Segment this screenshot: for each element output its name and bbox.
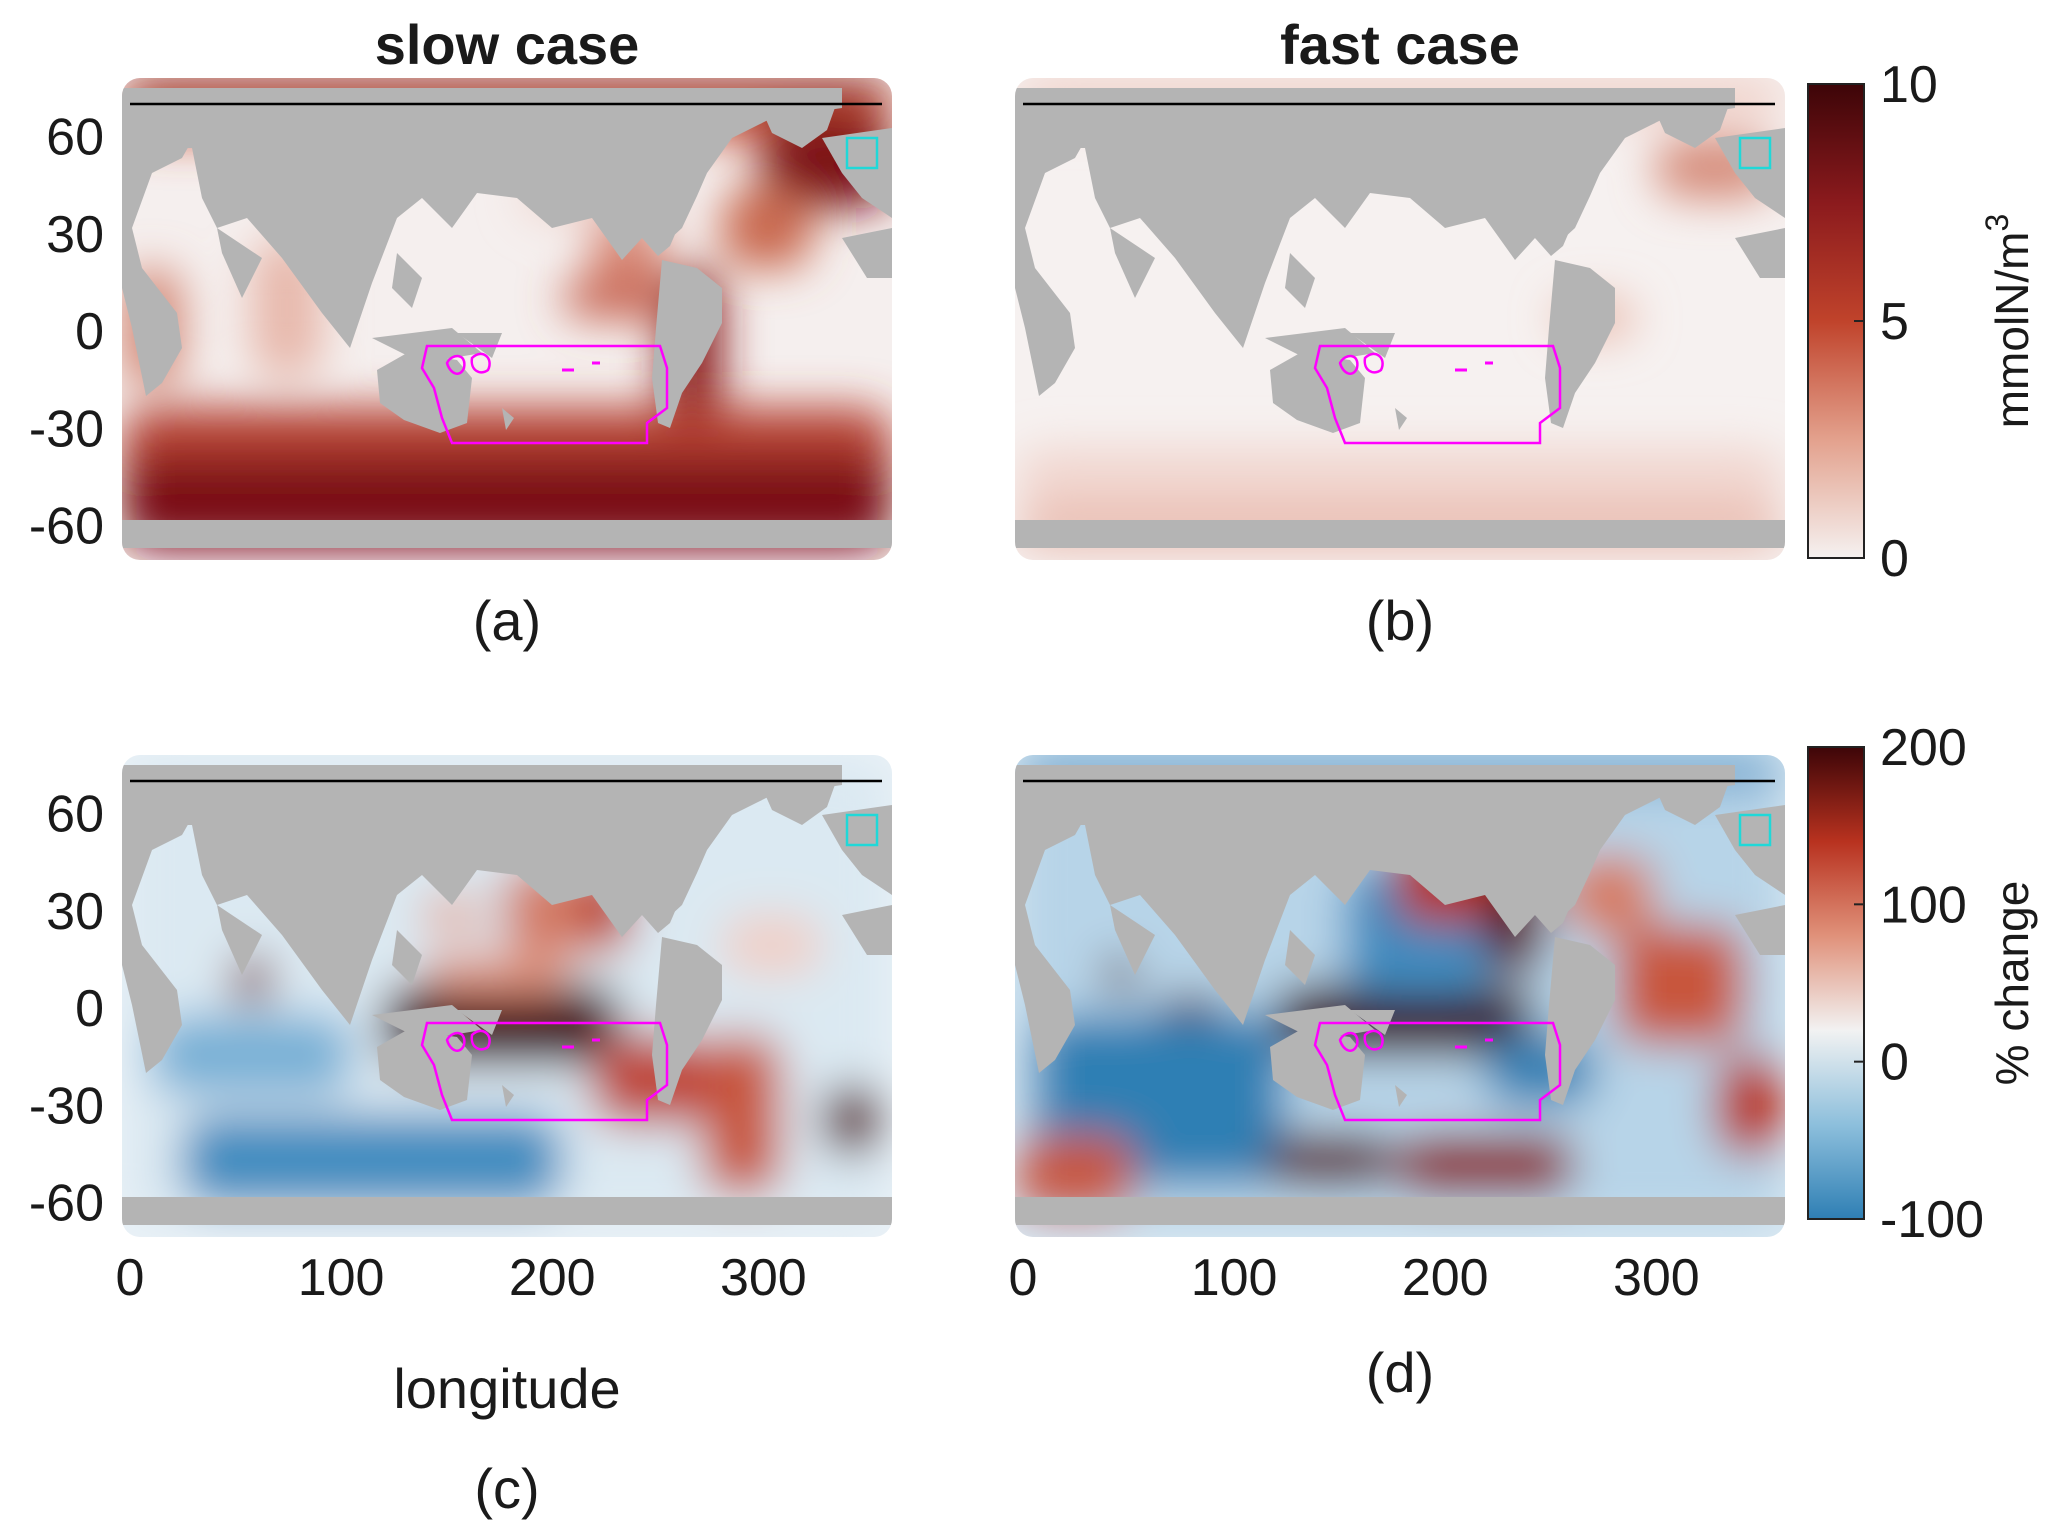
panel-title: fast case (1280, 13, 1520, 76)
colorbar-swatch (1807, 746, 1865, 1220)
map-panel-d (1015, 755, 1785, 1237)
colorbars-layer: 10 5 0 mmolN/m3 200 100 0 -100 % change (1807, 56, 2038, 1249)
lat-tick-label: 0 (75, 980, 104, 1038)
lon-tick-label: 0 (116, 1249, 145, 1307)
lon-tick-label: 300 (1613, 1249, 1700, 1307)
panel-label: (c) (474, 1457, 539, 1520)
colorbar-tick-label: 200 (1880, 719, 1967, 777)
map-panel-c (122, 755, 892, 1237)
panel-label: (b) (1366, 589, 1434, 652)
colorbar-tick-label: 0 (1880, 530, 1909, 588)
lon-tick-label: 300 (720, 1249, 807, 1307)
lon-tick-label: 200 (509, 1249, 596, 1307)
lat-tick-label: -30 (29, 1077, 104, 1135)
lat-tick-label: 30 (46, 206, 104, 264)
colorbar-tick-label: -100 (1880, 1191, 1984, 1249)
lat-tick-label: -30 (29, 400, 104, 458)
panel-title: slow case (375, 13, 640, 76)
map-panel-b (1015, 78, 1785, 560)
colorbar-tick-label: 10 (1880, 56, 1938, 114)
colorbar-tick-label: 5 (1880, 293, 1909, 351)
lon-tick-label: 100 (298, 1249, 385, 1307)
colorbar-tick-label: 100 (1880, 876, 1967, 934)
lat-tick-label: 30 (46, 883, 104, 941)
colorbar-label-superscript: 3 (1979, 214, 2015, 232)
colorbar-percent-change: 200 100 0 -100 % change (1807, 719, 2038, 1249)
lat-tick-label: -60 (29, 1175, 104, 1233)
lat-tick-label: 0 (75, 303, 104, 361)
lon-tick-label: 200 (1402, 1249, 1489, 1307)
colorbar-tick-label: 0 (1880, 1034, 1909, 1092)
colorbar-label: mmolN/m3 (1979, 214, 2038, 429)
lat-tick-label: 60 (46, 109, 104, 167)
panel-label: (a) (473, 589, 541, 652)
x-axis-label: longitude (393, 1357, 620, 1420)
lon-tick-label: 100 (1191, 1249, 1278, 1307)
lon-tick-label: 0 (1009, 1249, 1038, 1307)
lat-tick-label: -60 (29, 498, 104, 556)
panel-label: (d) (1366, 1341, 1434, 1404)
lat-tick-label: 60 (46, 786, 104, 844)
colorbar-concentration: 10 5 0 mmolN/m3 (1807, 56, 2038, 588)
colorbar-label: % change (1986, 881, 2038, 1086)
map-panel-a (122, 78, 892, 560)
